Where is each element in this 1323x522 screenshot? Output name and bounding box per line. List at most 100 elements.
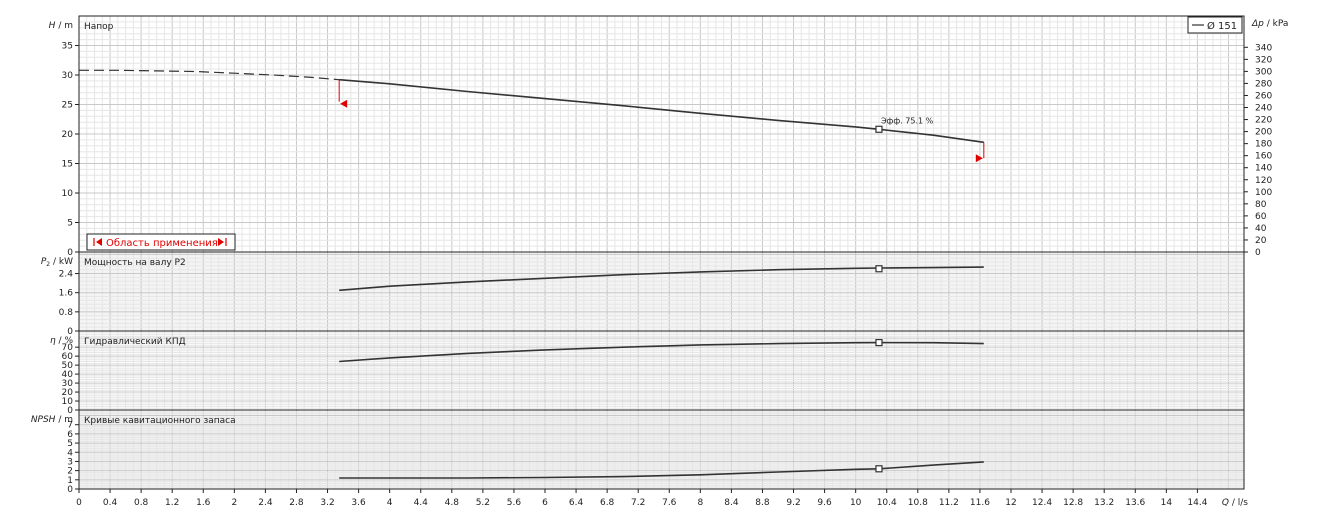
x-tick-label: 2 xyxy=(231,498,237,508)
y-tick-label: 6 xyxy=(67,430,73,440)
range-min-arrow-icon xyxy=(340,99,348,108)
y-axis-label-head: H / m xyxy=(49,21,73,31)
x-tick-label: 14.4 xyxy=(1187,498,1207,508)
panel-title-head: Напор xyxy=(84,22,114,32)
x-tick-label: 4.8 xyxy=(445,498,460,508)
x-tick-label: 11.2 xyxy=(939,498,959,508)
x-tick-label: 14 xyxy=(1161,498,1173,508)
y-tick-label: 10 xyxy=(62,189,74,199)
y-tick-label: 50 xyxy=(62,361,74,371)
y-tick-label: 2 xyxy=(67,467,73,477)
x-tick-label: 3.2 xyxy=(320,498,334,508)
y-right-axis-label: Δp / kPa xyxy=(1251,19,1288,29)
x-tick-label: 1.6 xyxy=(196,498,211,508)
x-tick-label: 4.4 xyxy=(414,498,429,508)
npsh-curve xyxy=(339,461,984,479)
application-range-label: Область применения xyxy=(106,238,218,249)
y-tick-label: 40 xyxy=(62,370,74,380)
x-tick-label: 6.8 xyxy=(600,498,615,508)
y-right-tick-label: 180 xyxy=(1255,140,1272,150)
x-tick-label: 9.2 xyxy=(786,498,800,508)
x-tick-label: 8.4 xyxy=(724,498,739,508)
y-tick-label: 0.8 xyxy=(59,308,74,318)
x-tick-label: 13.6 xyxy=(1125,498,1145,508)
range-left-arrow-icon xyxy=(96,238,102,246)
x-tick-label: 10 xyxy=(850,498,862,508)
y-right-tick-label: 120 xyxy=(1255,176,1272,186)
head-curve-extension xyxy=(79,69,340,81)
y-tick-label: 5 xyxy=(67,219,73,229)
y-tick-label: 5 xyxy=(67,439,73,449)
x-tick-label: 9.6 xyxy=(817,498,832,508)
y-right-tick-label: 40 xyxy=(1255,224,1267,234)
y-tick-label: 25 xyxy=(62,101,73,111)
x-tick-label: 6 xyxy=(542,498,548,508)
y-axis-label-power: P2 / kW xyxy=(41,257,73,268)
panel-frame-npsh xyxy=(78,409,1245,490)
npsh-operating-point xyxy=(875,465,883,473)
y-tick-label: 10 xyxy=(62,397,74,407)
y-tick-label: 0 xyxy=(67,327,73,337)
x-tick-label: 5.2 xyxy=(476,498,490,508)
x-tick-label: 10.4 xyxy=(877,498,897,508)
efficiency-curve xyxy=(339,341,984,363)
y-right-tick-label: 240 xyxy=(1255,104,1272,114)
y-tick-label: 0 xyxy=(67,485,73,495)
y-right-tick-label: 100 xyxy=(1255,188,1272,198)
head-operating-point xyxy=(875,125,883,133)
range-max-arrow-icon xyxy=(975,154,983,163)
operating-point-label: Эфф. 75.1 % xyxy=(881,116,934,125)
x-tick-label: 7.2 xyxy=(631,498,645,508)
y-axis-label-npsh: NPSH / m xyxy=(31,415,73,425)
x-tick-label: 13.2 xyxy=(1094,498,1114,508)
y-tick-label: 0 xyxy=(67,406,73,416)
curves xyxy=(79,69,984,479)
x-tick-label: 0.8 xyxy=(134,498,149,508)
x-tick-label: 10.8 xyxy=(908,498,928,508)
efficiency-operating-point xyxy=(875,338,883,347)
x-tick-label: 11.6 xyxy=(970,498,990,508)
panel-title-efficiency: Гидравлический КПД xyxy=(84,337,186,347)
y-tick-label: 30 xyxy=(62,71,74,81)
y-tick-label: 1.6 xyxy=(59,289,74,299)
y-right-tick-label: 320 xyxy=(1255,55,1272,65)
y-right-tick-label: 60 xyxy=(1255,212,1267,222)
y-tick-label: 7 xyxy=(67,421,73,431)
y-tick-label: 60 xyxy=(62,352,74,362)
y-tick-label: 0 xyxy=(67,248,73,258)
y-tick-label: 1 xyxy=(67,476,73,486)
y-tick-label: 15 xyxy=(62,160,73,170)
y-right-tick-label: 340 xyxy=(1255,43,1272,53)
x-tick-label: 2.4 xyxy=(258,498,273,508)
x-tick-label: 4 xyxy=(387,498,393,508)
y-right-tick-label: 280 xyxy=(1255,79,1272,89)
head-curve xyxy=(339,78,984,144)
y-tick-label: 20 xyxy=(62,388,74,398)
y-tick-label: 2.4 xyxy=(59,270,74,280)
power-curve xyxy=(339,266,984,292)
y-axis-label-efficiency: η / % xyxy=(50,336,73,346)
y-right-tick-label: 200 xyxy=(1255,128,1272,138)
y-tick-label: 30 xyxy=(62,379,74,389)
y-right-tick-label: 260 xyxy=(1255,91,1272,101)
y-right-tick-label: 140 xyxy=(1255,164,1272,174)
x-tick-label: 6.4 xyxy=(569,498,584,508)
panel-title-power: Мощность на валу P2 xyxy=(84,258,186,268)
y-right-tick-label: 160 xyxy=(1255,152,1272,162)
y-tick-label: 20 xyxy=(62,130,74,140)
x-tick-label: 12.8 xyxy=(1063,498,1083,508)
panel-title-npsh: Кривые кавитационного запаса xyxy=(84,416,236,426)
y-tick-label: 3 xyxy=(67,457,73,467)
y-right-tick-label: 0 xyxy=(1255,248,1261,258)
x-tick-label: 2.8 xyxy=(289,498,304,508)
y-right-tick-label: 220 xyxy=(1255,116,1272,126)
y-tick-label: 35 xyxy=(62,42,73,52)
x-tick-label: 1.2 xyxy=(165,498,179,508)
x-tick-label: 0.4 xyxy=(103,498,118,508)
x-tick-label: 8 xyxy=(697,498,703,508)
x-tick-label: 7.6 xyxy=(662,498,677,508)
x-axis-label: Q / l/s xyxy=(1222,498,1248,508)
annotations: Эфф. 75.1 % Область применения Ø 151 xyxy=(86,16,1243,251)
